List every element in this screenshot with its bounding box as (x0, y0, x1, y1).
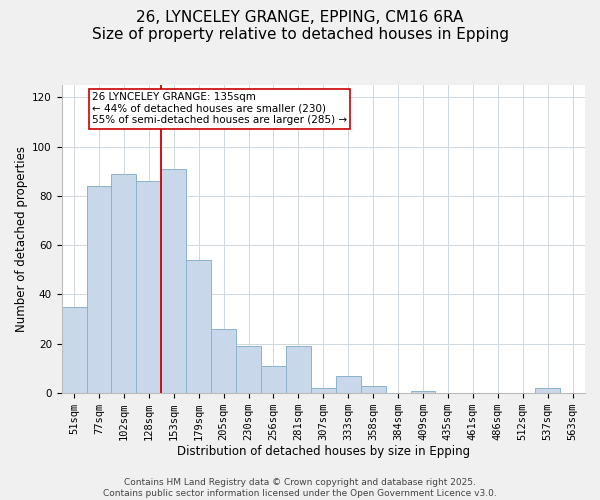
Bar (261, 366, 286, 393)
Bar (211, 329, 236, 393)
Bar (535, 388, 560, 393)
Text: 26, LYNCELEY GRANGE, EPPING, CM16 6RA
Size of property relative to detached hous: 26, LYNCELEY GRANGE, EPPING, CM16 6RA Si… (91, 10, 509, 42)
Text: Contains HM Land Registry data © Crown copyright and database right 2025.
Contai: Contains HM Land Registry data © Crown c… (103, 478, 497, 498)
Bar (112, 174, 136, 393)
Bar (336, 376, 361, 393)
Bar (161, 168, 186, 393)
Bar (62, 307, 86, 393)
Bar (86, 186, 112, 393)
Bar (186, 260, 211, 393)
X-axis label: Distribution of detached houses by size in Epping: Distribution of detached houses by size … (177, 444, 470, 458)
Bar (136, 181, 161, 393)
Y-axis label: Number of detached properties: Number of detached properties (15, 146, 28, 332)
Bar (361, 386, 386, 393)
Text: 26 LYNCELEY GRANGE: 135sqm
← 44% of detached houses are smaller (230)
55% of sem: 26 LYNCELEY GRANGE: 135sqm ← 44% of deta… (92, 92, 347, 126)
Bar (410, 390, 436, 393)
Bar (236, 346, 261, 393)
Bar (286, 346, 311, 393)
Bar (311, 388, 336, 393)
